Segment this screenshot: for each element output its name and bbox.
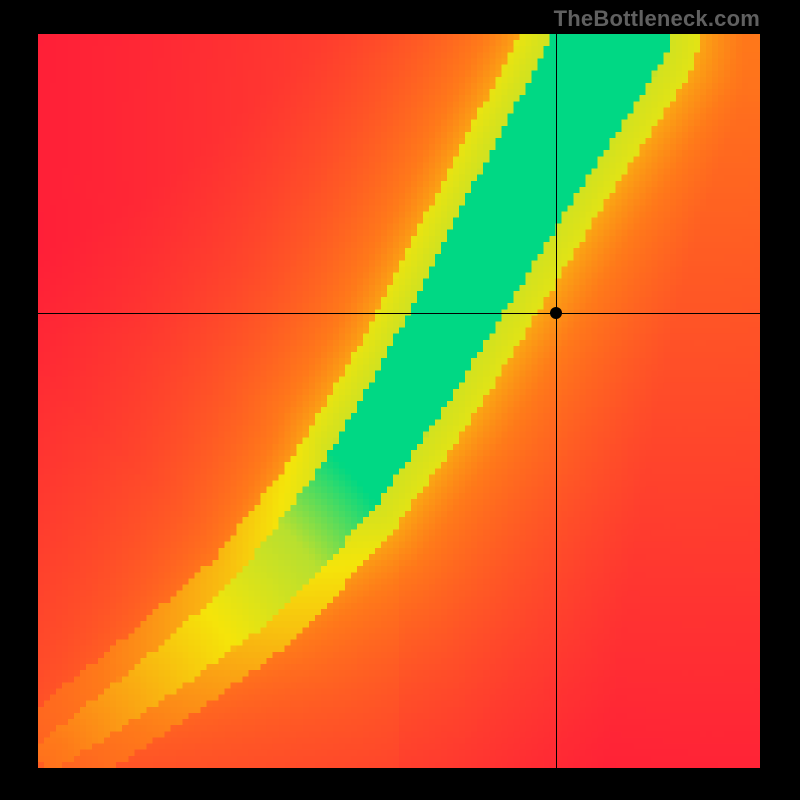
crosshair-horizontal (38, 313, 760, 314)
watermark-text: TheBottleneck.com (554, 6, 760, 32)
heatmap-canvas (38, 34, 760, 768)
chart-container: TheBottleneck.com (0, 0, 800, 800)
crosshair-vertical (556, 34, 557, 768)
plot-area (38, 34, 760, 768)
crosshair-marker (550, 307, 562, 319)
